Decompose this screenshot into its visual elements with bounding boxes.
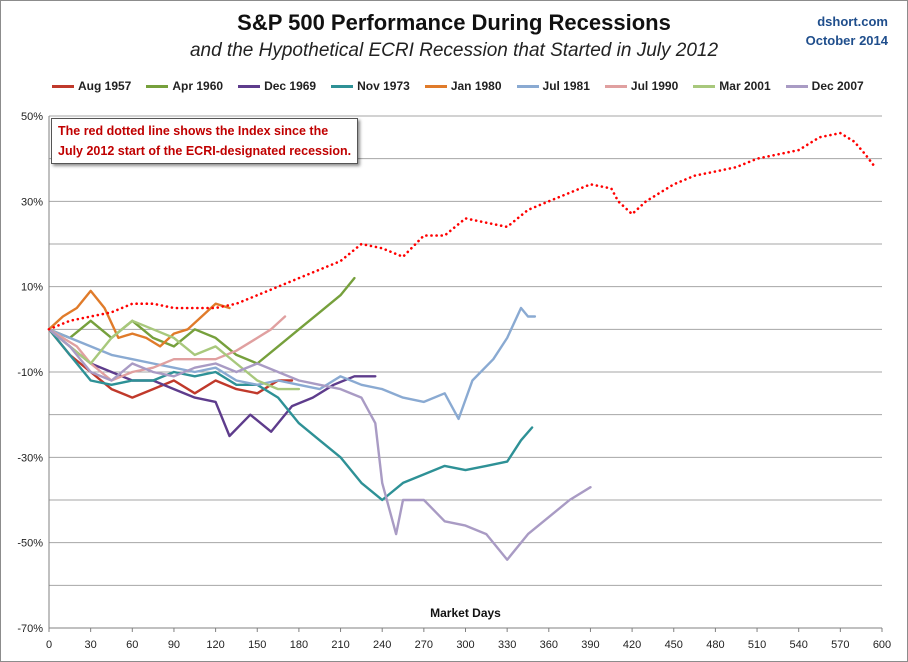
legend-item: Jul 1981	[516, 79, 590, 93]
y-tick-label: 30%	[21, 196, 43, 208]
series-line-nov-1973	[47, 328, 534, 502]
legend-label: Nov 1973	[357, 79, 410, 93]
legend-item: Nov 1973	[331, 79, 410, 93]
x-tick-label: 0	[46, 639, 52, 651]
x-tick-label: 90	[168, 639, 180, 651]
annotation-line-2: July 2012 start of the ECRI-designated r…	[58, 144, 352, 158]
legend-swatch	[516, 84, 539, 88]
legend-label: Apr 1960	[172, 79, 224, 93]
legend-label: Jan 1980	[450, 79, 502, 93]
legend-item: Jan 1980	[424, 79, 502, 93]
x-tick-label: 60	[126, 639, 138, 651]
x-tick-label: 180	[290, 639, 308, 651]
x-tick-label: 330	[498, 639, 516, 651]
legend-swatch	[146, 84, 169, 88]
x-tick-label: 30	[85, 639, 97, 651]
x-tick-label: 390	[581, 639, 599, 651]
series-line-jul-1981	[47, 306, 537, 421]
series-line-dec-2007	[47, 328, 592, 561]
series-line-apr-1960	[47, 276, 356, 365]
legend-item: Apr 1960	[146, 79, 223, 93]
legend-swatch	[424, 84, 447, 88]
x-tick-label: 210	[331, 639, 349, 651]
series-line-dec-1969	[47, 328, 377, 438]
annotation-box: The red dotted line shows the Index sinc…	[51, 118, 359, 164]
legend-swatch	[604, 84, 627, 88]
x-tick-label: 570	[831, 639, 849, 651]
y-tick-label: 50%	[21, 111, 43, 123]
legend-label: Jul 1990	[630, 79, 679, 93]
series-line-jan-1980	[47, 289, 231, 348]
y-tick-label: -50%	[17, 538, 43, 550]
legend-item: Dec 2007	[785, 79, 864, 93]
legend-item: Dec 1969	[238, 79, 316, 93]
legend-label: Mar 2001	[719, 79, 771, 93]
legend-label: Dec 2007	[811, 79, 864, 93]
chart-subtitle: and the Hypothetical ECRI Recession that…	[189, 40, 719, 61]
legend-swatch	[331, 84, 354, 88]
x-tick-label: 240	[373, 639, 391, 651]
annotation-line-1: The red dotted line shows the Index sinc…	[58, 124, 329, 138]
series-line-jul-1990	[47, 315, 287, 382]
series-line-mar-2001	[47, 319, 301, 391]
legend-swatch	[238, 84, 261, 88]
brand-date: October 2014	[805, 33, 888, 48]
legend-label: Aug 1957	[78, 79, 132, 93]
x-tick-label: 480	[706, 639, 724, 651]
x-tick-label: 420	[623, 639, 641, 651]
legend-item: Aug 1957	[52, 79, 131, 93]
y-tick-label: 10%	[21, 282, 43, 294]
x-tick-label: 600	[873, 639, 891, 651]
legend-label: Jul 1981	[542, 79, 590, 93]
legend-swatch	[785, 84, 808, 88]
x-tick-label: 540	[790, 639, 808, 651]
y-tick-label: -30%	[17, 452, 43, 464]
legend-item: Mar 2001	[693, 79, 771, 93]
brand-site: dshort.com	[817, 14, 888, 29]
legend-swatch	[52, 84, 74, 88]
x-tick-label: 120	[206, 639, 224, 651]
source-brand: dshort.com October 2014	[806, 12, 888, 50]
legend-label: Dec 1969	[264, 79, 317, 93]
legend-item: Jul 1990	[604, 79, 679, 93]
y-tick-label: -10%	[17, 367, 43, 379]
x-tick-label: 270	[415, 639, 433, 651]
x-tick-label: 300	[456, 639, 474, 651]
legend-swatch	[693, 84, 716, 88]
x-tick-label: 150	[248, 639, 266, 651]
x-tick-label: 450	[665, 639, 683, 651]
y-tick-label: -70%	[17, 623, 43, 635]
x-axis-title: Market Days	[430, 606, 501, 620]
series-line-current-index	[47, 131, 877, 331]
x-tick-label: 360	[540, 639, 558, 651]
chart-legend: Aug 1957 Apr 1960 Dec 1969 Nov 1973 Jan 1980…	[52, 79, 864, 93]
chart-title: S&P 500 Performance During Recessions	[237, 10, 671, 35]
x-tick-label: 510	[748, 639, 766, 651]
